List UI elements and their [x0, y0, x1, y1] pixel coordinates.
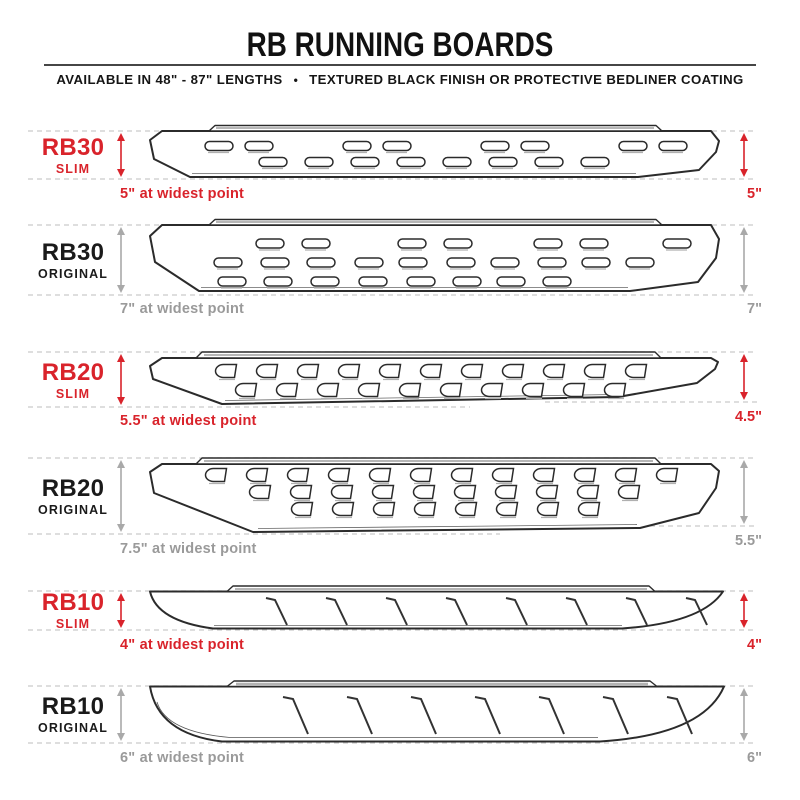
board-graphic-rb30-original — [28, 218, 757, 296]
section-label-rb20-slim: RB20 SLIM — [23, 361, 123, 401]
board-graphic-rb20-slim — [28, 351, 757, 408]
page-title: RB RUNNING BOARDS — [246, 26, 554, 64]
height-dim: 4.5" — [734, 409, 762, 425]
height-dim: 5" — [747, 186, 762, 202]
section-label-rb30-slim: RB30 SLIM — [23, 136, 123, 176]
section-label-rb10-original: RB10 ORIGINAL — [23, 695, 123, 735]
width-note: 7" at widest point — [120, 301, 245, 317]
height-dim: 7" — [747, 301, 762, 317]
board-graphic-rb30-slim — [28, 124, 757, 180]
height-dim: 6" — [747, 750, 762, 766]
subtitle-lengths: AVAILABLE IN 48" - 87" LENGTHS — [56, 72, 283, 87]
subtitle-finish: TEXTURED BLACK FINISH OR PROTECTIVE BEDL… — [309, 72, 744, 87]
width-note: 5.5" at widest point — [120, 413, 257, 429]
model-variant: ORIGINAL — [38, 267, 108, 281]
board-graphic-rb10-slim — [28, 585, 757, 631]
height-dim: 4" — [747, 637, 762, 653]
width-note: 6" at widest point — [120, 750, 245, 766]
section-label-rb10-slim: RB10 SLIM — [23, 591, 123, 631]
model-variant: SLIM — [55, 387, 91, 401]
model-name: RB10 — [41, 589, 105, 616]
model-name: RB30 — [41, 134, 105, 161]
model-name: RB10 — [41, 693, 105, 720]
section-label-rb30-original: RB30 ORIGINAL — [23, 241, 123, 281]
height-dim: 5.5" — [734, 533, 762, 549]
model-variant: ORIGINAL — [38, 503, 108, 517]
title-divider-line — [44, 64, 756, 66]
subtitle: AVAILABLE IN 48" - 87" LENGTHS • TEXTURE… — [0, 72, 800, 87]
width-note: 5" at widest point — [120, 186, 245, 202]
width-note: 4" at widest point — [120, 637, 245, 653]
model-name: RB20 — [41, 359, 105, 386]
board-graphic-rb20-original — [28, 457, 757, 535]
board-graphic-rb10-original — [28, 680, 757, 744]
model-variant: SLIM — [55, 617, 91, 631]
section-label-rb20-original: RB20 ORIGINAL — [23, 477, 123, 517]
model-variant: ORIGINAL — [38, 721, 108, 735]
model-name: RB20 — [41, 475, 105, 502]
model-name: RB30 — [41, 239, 105, 266]
width-note: 7.5" at widest point — [120, 541, 257, 557]
bullet-separator-icon: • — [293, 72, 299, 87]
model-variant: SLIM — [55, 162, 91, 176]
